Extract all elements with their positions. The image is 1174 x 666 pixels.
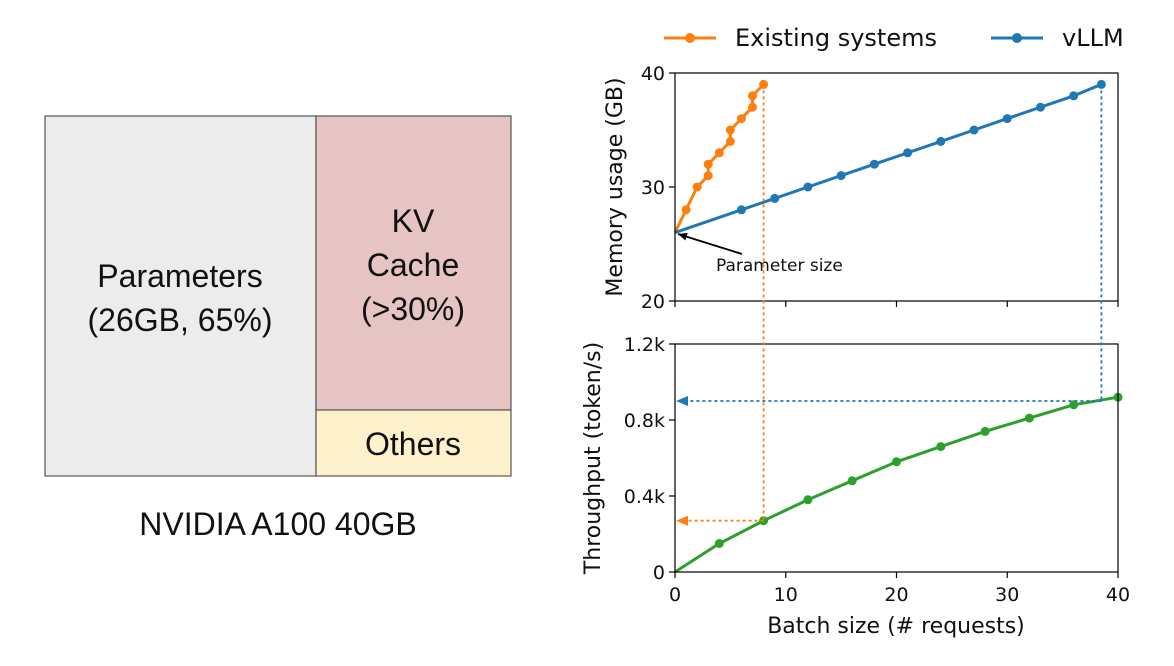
- memory-point: [1069, 91, 1079, 101]
- throughput-chart: 0 0.4k 0.8k 1.2k 0 10 20 30 40 Throughput (token…: [581, 334, 1130, 639]
- reference-arrowhead: [676, 515, 688, 526]
- memory-point: [748, 102, 758, 112]
- legend-vllm-marker: [1012, 33, 1022, 43]
- x-tick-label: 40: [1106, 584, 1130, 606]
- memory-y-tick-label: 30: [641, 177, 665, 199]
- throughput-y-axis-label: Throughput (token/s): [581, 342, 606, 575]
- kv-cache-share-label: (>30%): [361, 291, 465, 327]
- memory-y-axis-label: Memory usage (GB): [603, 77, 628, 296]
- x-axis-label: Batch size (# requests): [767, 614, 1025, 639]
- memory-point: [714, 148, 724, 158]
- memory-y-tick-label: 40: [641, 63, 665, 85]
- memory-point: [836, 171, 846, 181]
- memory-point: [770, 193, 780, 203]
- memory-plot-layer: [673, 79, 1106, 235]
- throughput-point: [714, 539, 724, 548]
- parameters-label: Parameters: [97, 258, 262, 294]
- x-tick-label: 0: [669, 584, 681, 606]
- throughput-y-tick-label: 1.2k: [624, 334, 665, 356]
- memory-point: [803, 182, 813, 192]
- kv-cache-label-line2: Cache: [367, 247, 460, 283]
- throughput-plot-layer: [674, 392, 1123, 574]
- memory-point: [869, 159, 879, 169]
- kv-cache-label-line1: KV: [392, 203, 435, 239]
- memory-point: [903, 148, 913, 158]
- memory-breakdown-panel: Parameters (26GB, 65%) KV Cache (>30%) O…: [44, 115, 512, 542]
- others-label: Others: [365, 426, 461, 462]
- throughput-point: [1024, 413, 1034, 423]
- memory-point: [736, 205, 746, 215]
- throughput-point: [803, 495, 813, 505]
- legend: Existing systems vLLM: [664, 24, 1124, 52]
- reference-lines: [676, 84, 1103, 526]
- memory-point: [936, 136, 946, 146]
- throughput-point: [1069, 400, 1079, 410]
- memory-ticks: 20 30 40: [641, 63, 1119, 313]
- memory-point: [703, 171, 713, 181]
- memory-chart: 20 30 40 Memory usage (GB) Parameter size: [603, 63, 1119, 313]
- throughput-ticks: 0 0.4k 0.8k 1.2k 0 10 20 30 40: [624, 334, 1130, 606]
- memory-point: [703, 159, 713, 169]
- memory-point: [725, 136, 735, 146]
- x-tick-label: 10: [774, 584, 798, 606]
- memory-point: [748, 91, 758, 101]
- kv-cache-block: [315, 115, 512, 411]
- parameter-size-arrow: [677, 232, 743, 255]
- x-tick-label: 30: [995, 584, 1019, 606]
- legend-existing-marker: [685, 33, 695, 43]
- legend-existing-label: Existing systems: [735, 24, 937, 52]
- parameters-block: [44, 115, 317, 477]
- gpu-title: NVIDIA A100 40GB: [139, 506, 417, 542]
- throughput-y-tick-label: 0.8k: [624, 410, 665, 432]
- memory-point: [725, 125, 735, 135]
- parameters-size-label: (26GB, 65%): [88, 302, 273, 338]
- others-block: [315, 409, 512, 477]
- parameter-size-annotation: Parameter size: [716, 256, 843, 276]
- throughput-point: [847, 476, 857, 486]
- reference-arrowhead: [676, 396, 688, 406]
- memory-point: [681, 205, 691, 215]
- memory-point: [692, 182, 702, 192]
- memory-point: [736, 114, 746, 124]
- throughput-point: [892, 457, 901, 467]
- x-tick-label: 20: [884, 584, 908, 606]
- memory-point: [1002, 114, 1012, 124]
- throughput-series-line: [674, 395, 1119, 574]
- legend-vllm-label: vLLM: [1062, 24, 1124, 52]
- throughput-y-tick-label: 0.4k: [624, 486, 665, 508]
- memory-y-tick-label: 20: [641, 291, 665, 313]
- memory-point: [1035, 102, 1045, 112]
- throughput-point: [936, 442, 946, 452]
- throughput-y-tick-label: 0: [653, 562, 665, 584]
- throughput-point: [980, 426, 990, 436]
- memory-point: [969, 125, 979, 135]
